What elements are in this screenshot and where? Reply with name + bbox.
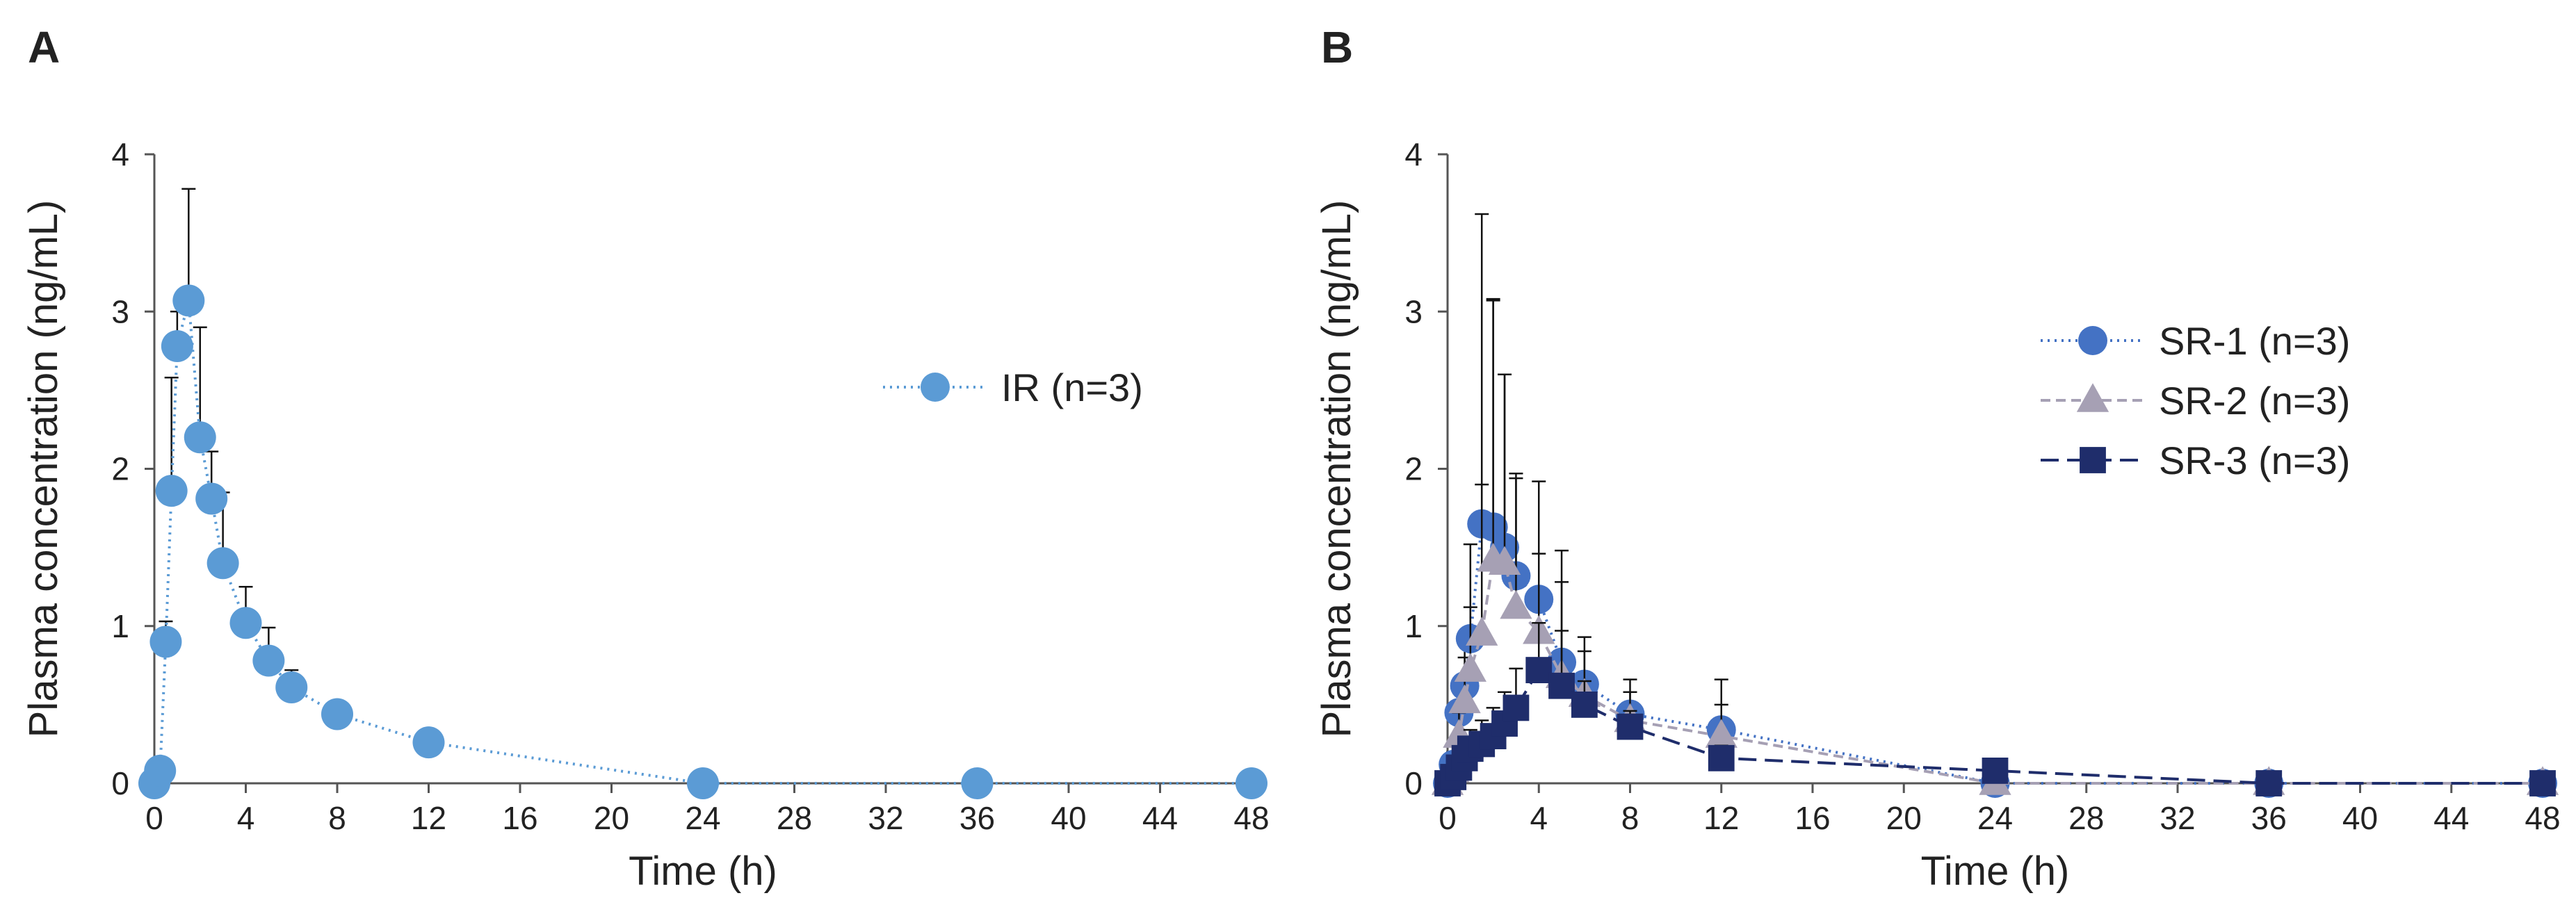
data-point [1448,684,1481,714]
panel-label-a: A [28,22,60,72]
data-point [172,284,205,317]
y-tick-label: 2 [1404,451,1423,487]
data-point [1705,719,1737,748]
data-point [1982,758,2009,784]
x-tick-label: 28 [2068,800,2104,836]
data-point [961,767,994,799]
x-tick-label: 0 [1439,800,1457,836]
y-tick-label: 4 [1404,136,1423,172]
series-sr-2 [1431,300,2559,795]
data-point [206,547,239,580]
x-tick-label: 28 [777,800,812,836]
x-ticks-a: 0 4 8 12 16 20 24 28 32 36 40 44 48 [145,783,1270,836]
data-point [1571,691,1598,718]
panel-label-b: B [1321,22,1353,72]
x-tick-label: 20 [594,800,629,836]
data-point [229,607,262,639]
x-tick-label: 32 [868,800,903,836]
data-point [1548,672,1575,699]
x-tick-label: 16 [1795,800,1830,836]
data-point [1525,657,1553,683]
x-tick-label: 24 [685,800,720,836]
data-point [1708,744,1735,771]
y-tick-label: 3 [111,293,129,329]
x-tick-label: 36 [2251,800,2287,836]
x-tick-label: 44 [2433,800,2469,836]
data-point [1617,713,1644,740]
y-tick-label: 0 [111,765,129,801]
legend-marker [2080,447,2106,473]
y-tick-label: 1 [111,608,129,644]
data-point [161,330,193,363]
data-point [412,726,445,759]
data-point [1488,546,1521,575]
data-point [1502,694,1530,721]
legend-a: IR (n=3) [883,366,1143,409]
series-sr-1 [1433,213,2557,798]
data-point [184,421,216,454]
plot-area-a [138,188,1267,799]
legend-label: SR-3 (n=3) [2159,439,2350,482]
x-axis-title-b: Time (h) [1921,849,2070,894]
x-tick-label: 48 [2525,800,2560,836]
x-tick-label: 44 [1142,800,1178,836]
x-tick-label: 48 [1233,800,1269,836]
series-line [1446,522,2543,785]
y-axis-title-a: Plasma concentration (ng/mL) [21,200,66,738]
y-axis-title-b: Plasma concentration (ng/mL) [1314,200,1359,738]
legend-label: SR-1 (n=3) [2159,319,2350,363]
data-point [149,626,182,658]
data-point [155,475,188,507]
x-tick-label: 4 [237,800,255,836]
data-point [252,644,285,677]
legend-marker [2078,326,2107,355]
x-tick-label: 8 [328,800,346,836]
x-tick-label: 8 [1621,800,1639,836]
x-tick-label: 20 [1886,800,1922,836]
y-tick-label: 4 [111,136,129,172]
data-point [1466,616,1498,646]
y-tick-label: 2 [111,451,129,487]
data-point [1236,767,1267,799]
legend-b: SR-1 (n=3) SR-2 (n=3) SR-3 (n=3) [2041,319,2350,482]
plot-area-b [1431,213,2559,798]
x-tick-label: 24 [1977,800,2013,836]
data-point [275,671,308,703]
legend-label: SR-2 (n=3) [2159,379,2350,423]
x-tick-label: 0 [145,800,163,836]
x-axis-title-a: Time (h) [629,849,777,894]
x-tick-label: 4 [1530,800,1548,836]
series-line [1446,558,2543,785]
data-point [687,767,719,799]
data-point [195,482,228,515]
y-ticks-b: 0 1 2 3 4 [1404,136,1448,801]
series-ir [138,188,1267,799]
x-tick-label: 16 [502,800,537,836]
x-tick-label: 40 [1051,800,1086,836]
legend-label: IR (n=3) [1001,366,1143,409]
y-ticks-a: 0 1 2 3 4 [111,136,154,801]
y-tick-label: 3 [1404,293,1423,329]
x-tick-label: 12 [1703,800,1739,836]
legend-marker [2076,383,2109,412]
x-tick-label: 36 [959,800,995,836]
y-tick-label: 0 [1404,765,1423,801]
data-point [2255,770,2283,797]
data-point [2529,770,2556,797]
data-point [1454,653,1487,682]
y-tick-label: 1 [1404,608,1423,644]
data-point [144,754,177,787]
legend-marker [921,373,950,402]
series-sr-3 [1434,621,2556,797]
data-point [321,698,353,730]
x-tick-label: 32 [2160,800,2195,836]
data-point [1500,589,1532,619]
x-tick-label: 40 [2342,800,2378,836]
x-tick-label: 12 [411,800,446,836]
